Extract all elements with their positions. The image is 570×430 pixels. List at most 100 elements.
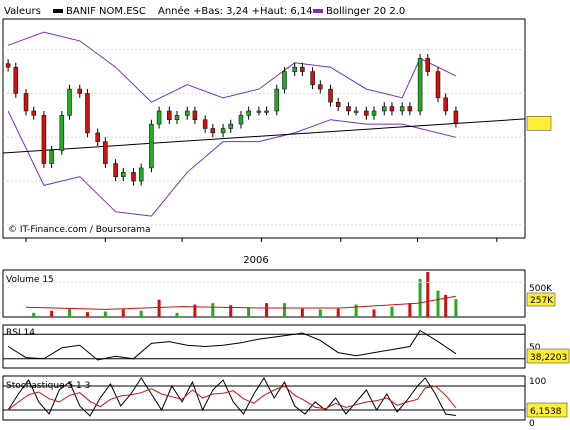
candle-up bbox=[246, 110, 251, 116]
candle-down bbox=[435, 71, 441, 99]
volume-bar bbox=[229, 305, 233, 317]
volume-bar bbox=[68, 308, 72, 317]
candle-down bbox=[453, 110, 459, 124]
candle-down bbox=[5, 63, 11, 68]
volume-bar bbox=[247, 308, 251, 317]
instrument-legend-swatch bbox=[53, 9, 63, 13]
volume-bar bbox=[354, 304, 358, 317]
rsi-tick-label: 50 bbox=[529, 343, 541, 353]
volume-bar bbox=[444, 294, 448, 317]
volume-bar bbox=[103, 311, 107, 317]
price-panel bbox=[2, 18, 552, 239]
bollinger-upper-band bbox=[7, 31, 457, 103]
volume-bar bbox=[318, 309, 322, 317]
candle-down bbox=[389, 106, 395, 112]
candle-up bbox=[156, 110, 162, 125]
chart-header: Valeurs BANIF NOM.ESC Année +Bas: 3,24 +… bbox=[4, 5, 405, 17]
volume-bar bbox=[157, 299, 161, 317]
volume-bar bbox=[175, 312, 179, 317]
rsi-last-value: 38,2203 bbox=[530, 353, 567, 363]
rsi-label: RSI 14 bbox=[6, 328, 35, 338]
candle-up bbox=[67, 88, 72, 116]
volume-bar bbox=[426, 272, 430, 317]
candle-down bbox=[425, 58, 431, 72]
candle-down bbox=[113, 163, 118, 177]
candle-up bbox=[228, 123, 233, 129]
candle-up bbox=[292, 66, 297, 72]
month-labels bbox=[25, 238, 498, 242]
candle-up bbox=[174, 115, 180, 120]
stochastic-tick-100: 100 bbox=[529, 377, 546, 387]
candle-down bbox=[300, 66, 305, 72]
year-label: 2006 bbox=[243, 255, 268, 266]
volume-panel: Volume 15 500K 257K bbox=[2, 269, 556, 318]
candle-down bbox=[210, 128, 216, 134]
volume-bar bbox=[454, 299, 458, 317]
candle-down bbox=[103, 141, 108, 164]
candle-up bbox=[121, 172, 126, 177]
volume-bar bbox=[418, 278, 422, 317]
rsi-value-badge bbox=[526, 348, 570, 364]
stochastic-last-value: 6,1538 bbox=[530, 407, 562, 417]
candle-up bbox=[264, 110, 269, 113]
rsi-panel: RSI 14 50 38,2203 bbox=[2, 324, 570, 369]
candle-up bbox=[220, 128, 226, 134]
trendline bbox=[2, 118, 526, 154]
volume-bar bbox=[121, 309, 125, 317]
volume-bar bbox=[436, 290, 440, 317]
header-title: Valeurs bbox=[4, 6, 41, 17]
candle-down bbox=[335, 101, 341, 107]
stochastic-panel: Stochastique 5 1 3 100 6,1538 0 bbox=[2, 375, 568, 429]
candle-down bbox=[346, 106, 351, 112]
volume-value-badge bbox=[526, 292, 556, 307]
candle-down bbox=[318, 84, 323, 90]
volume-bar bbox=[50, 310, 54, 317]
volume-bar bbox=[282, 303, 286, 317]
volume-bar bbox=[32, 312, 36, 317]
volume-bar bbox=[85, 312, 89, 317]
bollinger-legend-swatch bbox=[313, 9, 323, 13]
candle-up bbox=[353, 110, 359, 113]
volume-label: Volume 15 bbox=[6, 275, 54, 285]
volume-bar bbox=[372, 309, 376, 317]
chart-credit: © IT-Finance.com / Boursorama bbox=[8, 225, 150, 235]
bollinger-legend-label: Bollinger 20 2.0 bbox=[326, 6, 405, 17]
candle-up bbox=[138, 167, 144, 182]
candle-down bbox=[77, 88, 83, 94]
candle-up bbox=[184, 110, 190, 116]
stochastic-tick-0: 0 bbox=[529, 419, 535, 429]
volume-bar bbox=[390, 306, 394, 317]
volume-bar bbox=[139, 310, 143, 317]
volume-bar bbox=[193, 304, 197, 317]
year-range: Année +Bas: 3,24 +Haut: 6,14 bbox=[158, 5, 313, 17]
candle-up bbox=[238, 115, 244, 125]
candle-down bbox=[192, 110, 198, 120]
candle-down bbox=[13, 66, 19, 94]
candle-down bbox=[443, 97, 448, 112]
candle-down bbox=[202, 119, 208, 129]
candle-down bbox=[364, 110, 369, 116]
candle-up bbox=[149, 123, 154, 169]
price-value-badge bbox=[526, 115, 552, 131]
volume-bar bbox=[336, 308, 340, 317]
candle-up bbox=[49, 150, 54, 164]
candle-down bbox=[85, 93, 90, 134]
candle-down bbox=[95, 132, 100, 142]
volume-last-value: 257K bbox=[530, 296, 554, 306]
volume-average-line bbox=[25, 295, 456, 310]
instrument-name: BANIF NOM.ESC bbox=[66, 6, 146, 17]
candle-up bbox=[382, 106, 387, 112]
stochastic-value-badge bbox=[526, 402, 568, 418]
candle-down bbox=[131, 172, 136, 182]
volume-bar bbox=[265, 303, 269, 317]
candle-down bbox=[328, 88, 333, 103]
candle-down bbox=[310, 71, 315, 85]
candle-up bbox=[274, 88, 280, 112]
volume-bar bbox=[300, 308, 304, 317]
candle-up bbox=[282, 71, 287, 90]
stochastic-d-line bbox=[7, 385, 457, 411]
stochastic-label: Stochastique 5 1 3 bbox=[6, 381, 90, 391]
candle-up bbox=[399, 106, 405, 112]
candle-up bbox=[371, 110, 377, 116]
